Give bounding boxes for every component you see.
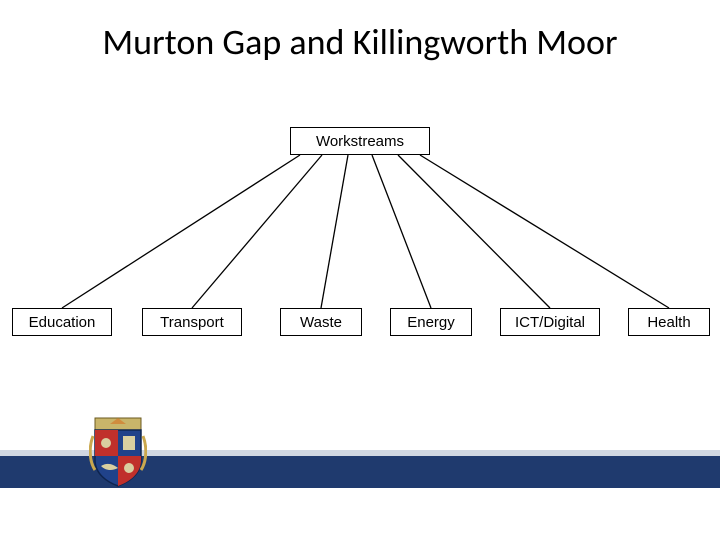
diagram-node-child-4: ICT/Digital [500,308,600,336]
council-crest-icon [89,416,147,488]
diagram-edge-3 [372,155,431,308]
slide-title: Murton Gap and Killingworth Moor [0,20,720,64]
diagram-node-child-0: Education [12,308,112,336]
footer-org-name: North Tyneside Council [89,499,201,510]
diagram-node-child-3: Energy [390,308,472,336]
diagram-edge-0 [62,155,300,308]
diagram-edge-2 [321,155,348,308]
diagram-edge-5 [420,155,669,308]
diagram-node-child-1: Transport [142,308,242,336]
diagram-node-child-2: Waste [280,308,362,336]
diagram-edge-4 [398,155,550,308]
diagram-node-root: Workstreams [290,127,430,155]
diagram-edge-1 [192,155,322,308]
diagram-node-child-5: Health [628,308,710,336]
